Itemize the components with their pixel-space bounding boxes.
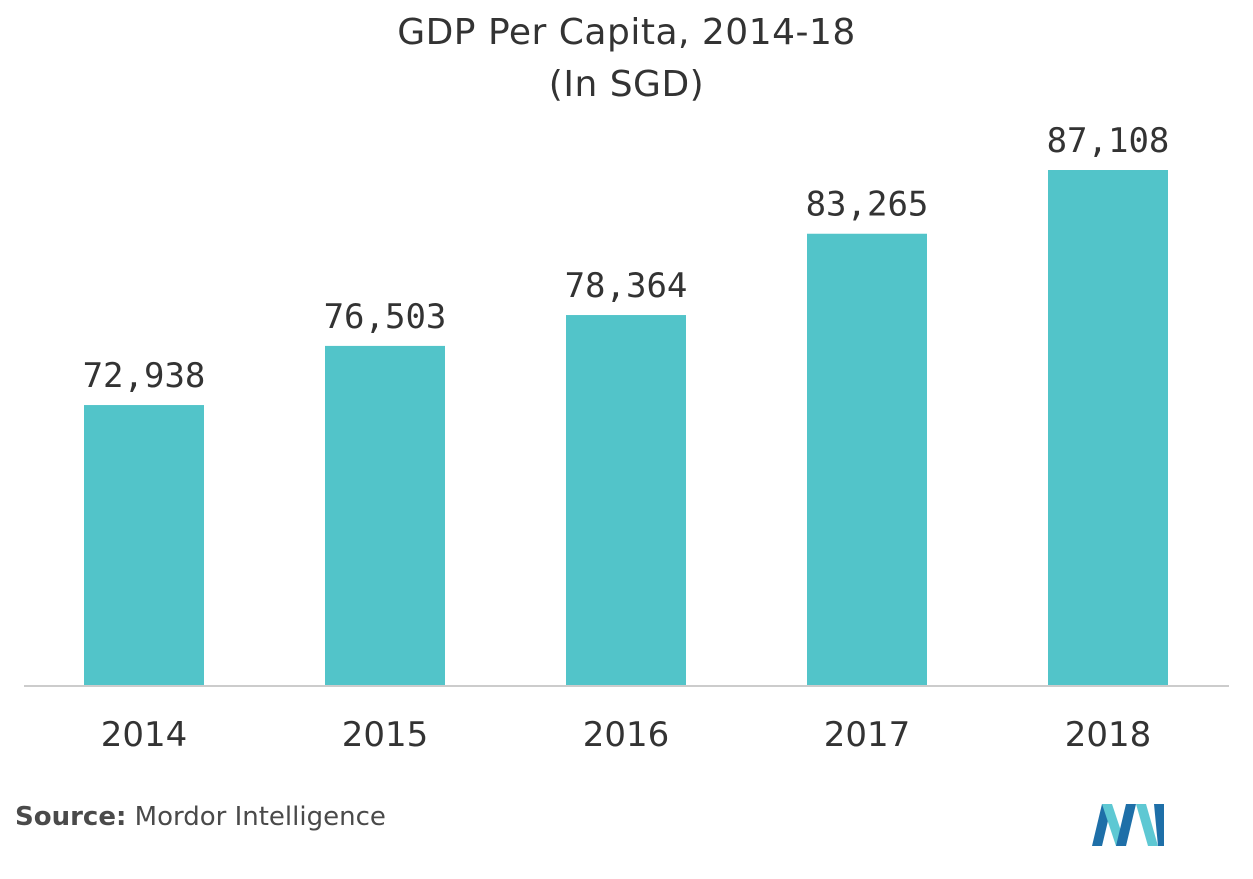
mordor-intelligence-logo-icon	[1092, 804, 1164, 846]
labels-group: 72,938 2014 76,503 2015 78,364 2016 83,265 2017…	[83, 121, 1170, 755]
bars-group	[84, 170, 1168, 686]
x-tick-label-2015: 2015	[342, 715, 429, 755]
bar-2015	[325, 345, 445, 686]
data-label-2015: 76,503	[324, 297, 447, 337]
data-label-2016: 78,364	[565, 266, 688, 306]
bar-2016	[566, 315, 686, 686]
x-tick-label-2017: 2017	[824, 715, 911, 755]
bar-2014	[84, 405, 204, 686]
x-tick-label-2016: 2016	[583, 715, 670, 755]
chart-title: GDP Per Capita, 2014-18	[397, 12, 856, 53]
chart-subtitle: (In SGD)	[548, 64, 705, 105]
data-label-2018: 87,108	[1047, 121, 1170, 161]
source-text: Mordor Intelligence	[134, 802, 386, 832]
x-tick-label-2018: 2018	[1065, 715, 1152, 755]
source-label: Source:	[15, 802, 127, 832]
data-label-2014: 72,938	[83, 356, 206, 396]
x-tick-label-2014: 2014	[101, 715, 188, 755]
data-label-2017: 83,265	[806, 185, 929, 225]
bar-2018	[1048, 170, 1168, 686]
bar-2017	[807, 233, 927, 686]
source-note: Source: Mordor Intelligence	[15, 802, 386, 832]
